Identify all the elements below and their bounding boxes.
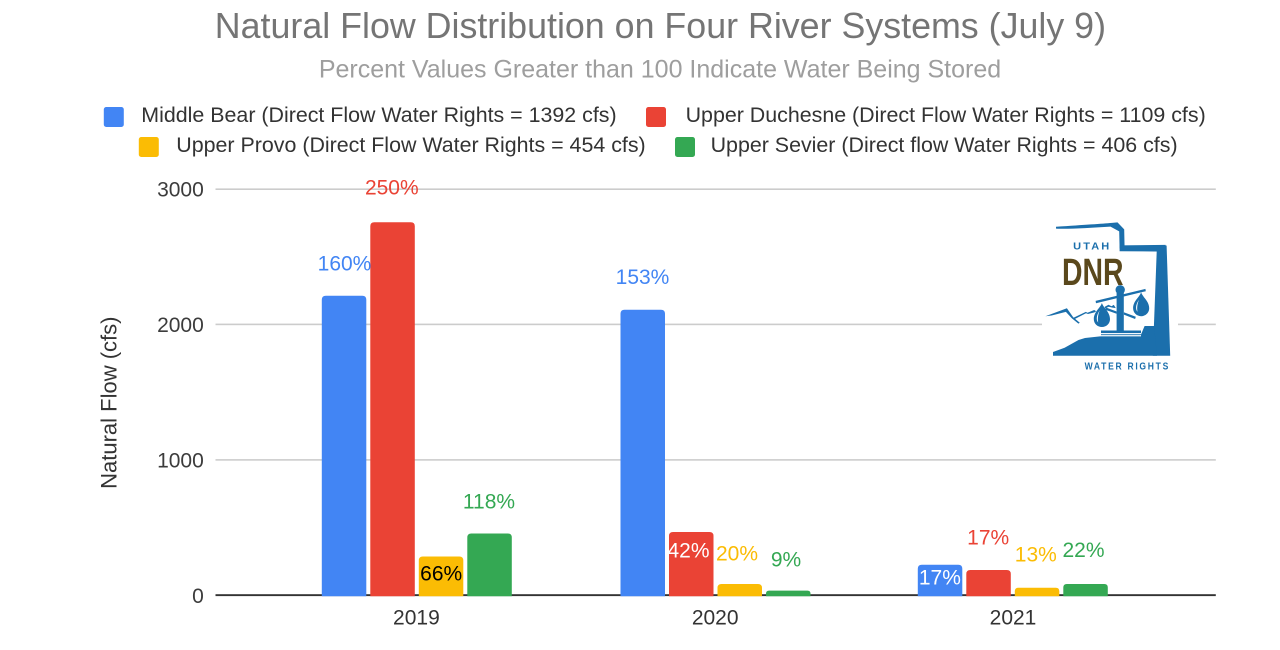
- svg-text:Upper Sevier (Direct flow Wate: Upper Sevier (Direct flow Water Rights =…: [711, 133, 1178, 157]
- svg-text:WATER RIGHTS: WATER RIGHTS: [1085, 362, 1170, 373]
- svg-text:160%: 160%: [318, 253, 372, 276]
- svg-text:9%: 9%: [771, 549, 801, 572]
- svg-text:0: 0: [192, 585, 204, 608]
- svg-text:Natural Flow (cfs): Natural Flow (cfs): [97, 317, 122, 489]
- svg-text:Natural Flow Distribution on F: Natural Flow Distribution on Four River …: [215, 6, 1106, 46]
- svg-text:Upper Provo (Direct Flow Water: Upper Provo (Direct Flow Water Rights = …: [176, 133, 645, 157]
- svg-text:UTAH: UTAH: [1073, 241, 1111, 253]
- svg-text:DNR: DNR: [1062, 252, 1124, 294]
- svg-text:Middle Bear (Direct Flow Water: Middle Bear (Direct Flow Water Rights = …: [141, 103, 616, 127]
- svg-text:13%: 13%: [1015, 544, 1057, 567]
- svg-text:20%: 20%: [716, 543, 758, 566]
- svg-text:17%: 17%: [967, 527, 1009, 550]
- svg-text:2019: 2019: [393, 607, 440, 630]
- svg-text:42%: 42%: [667, 540, 709, 563]
- svg-text:Upper Duchesne (Direct Flow Wa: Upper Duchesne (Direct Flow Water Rights…: [686, 103, 1206, 127]
- svg-text:118%: 118%: [463, 491, 515, 514]
- svg-text:2000: 2000: [157, 314, 204, 337]
- svg-text:2020: 2020: [692, 607, 739, 630]
- svg-text:250%: 250%: [365, 177, 419, 200]
- svg-text:Percent Values Greater than 10: Percent Values Greater than 100 Indicate…: [319, 56, 1001, 84]
- svg-text:17%: 17%: [919, 567, 961, 590]
- svg-text:3000: 3000: [157, 178, 204, 201]
- svg-text:22%: 22%: [1062, 539, 1104, 562]
- svg-text:153%: 153%: [616, 266, 670, 289]
- svg-text:66%: 66%: [420, 563, 462, 586]
- svg-text:1000: 1000: [157, 449, 204, 472]
- svg-text:2021: 2021: [990, 607, 1037, 630]
